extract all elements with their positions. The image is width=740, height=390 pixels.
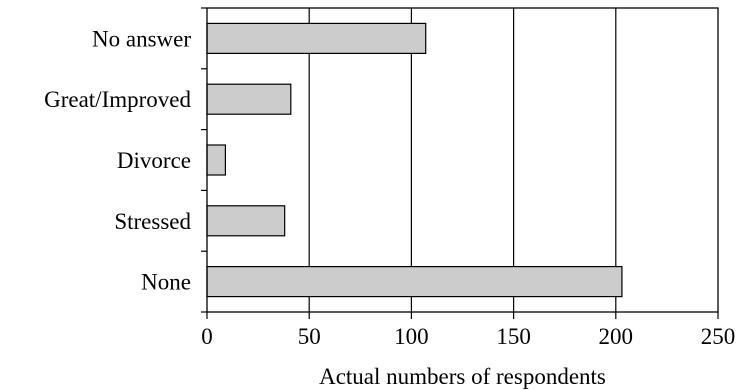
x-tick-label-50: 50 [298, 324, 321, 349]
bar-stressed [206, 205, 286, 237]
category-label-great-improved: Great/Improved [44, 87, 191, 112]
bar-no-answer [206, 22, 427, 54]
x-tick-label-150: 150 [496, 324, 531, 349]
x-tick-label-100: 100 [394, 324, 429, 349]
x-tick-label-200: 200 [599, 324, 634, 349]
axes [201, 7, 719, 319]
tick-labels: 0 50 100 150 200 250 [201, 324, 735, 349]
bar-none [206, 266, 623, 298]
category-label-none: None [141, 270, 191, 295]
gridlines [308, 8, 617, 312]
category-label-stressed: Stressed [114, 209, 191, 234]
category-label-divorce: Divorce [117, 148, 191, 173]
plot-frame [206, 7, 719, 313]
category-label-no-answer: No answer [92, 26, 191, 51]
bars [206, 22, 623, 298]
x-tick-label-250: 250 [701, 324, 736, 349]
bar-great-improved [206, 83, 292, 115]
bar-divorce [206, 144, 226, 176]
x-tick-label-0: 0 [201, 324, 213, 349]
category-labels: No answer Great/Improved Divorce Stressed No… [44, 26, 191, 294]
x-axis-title: Actual numbers of respondents [319, 364, 606, 389]
